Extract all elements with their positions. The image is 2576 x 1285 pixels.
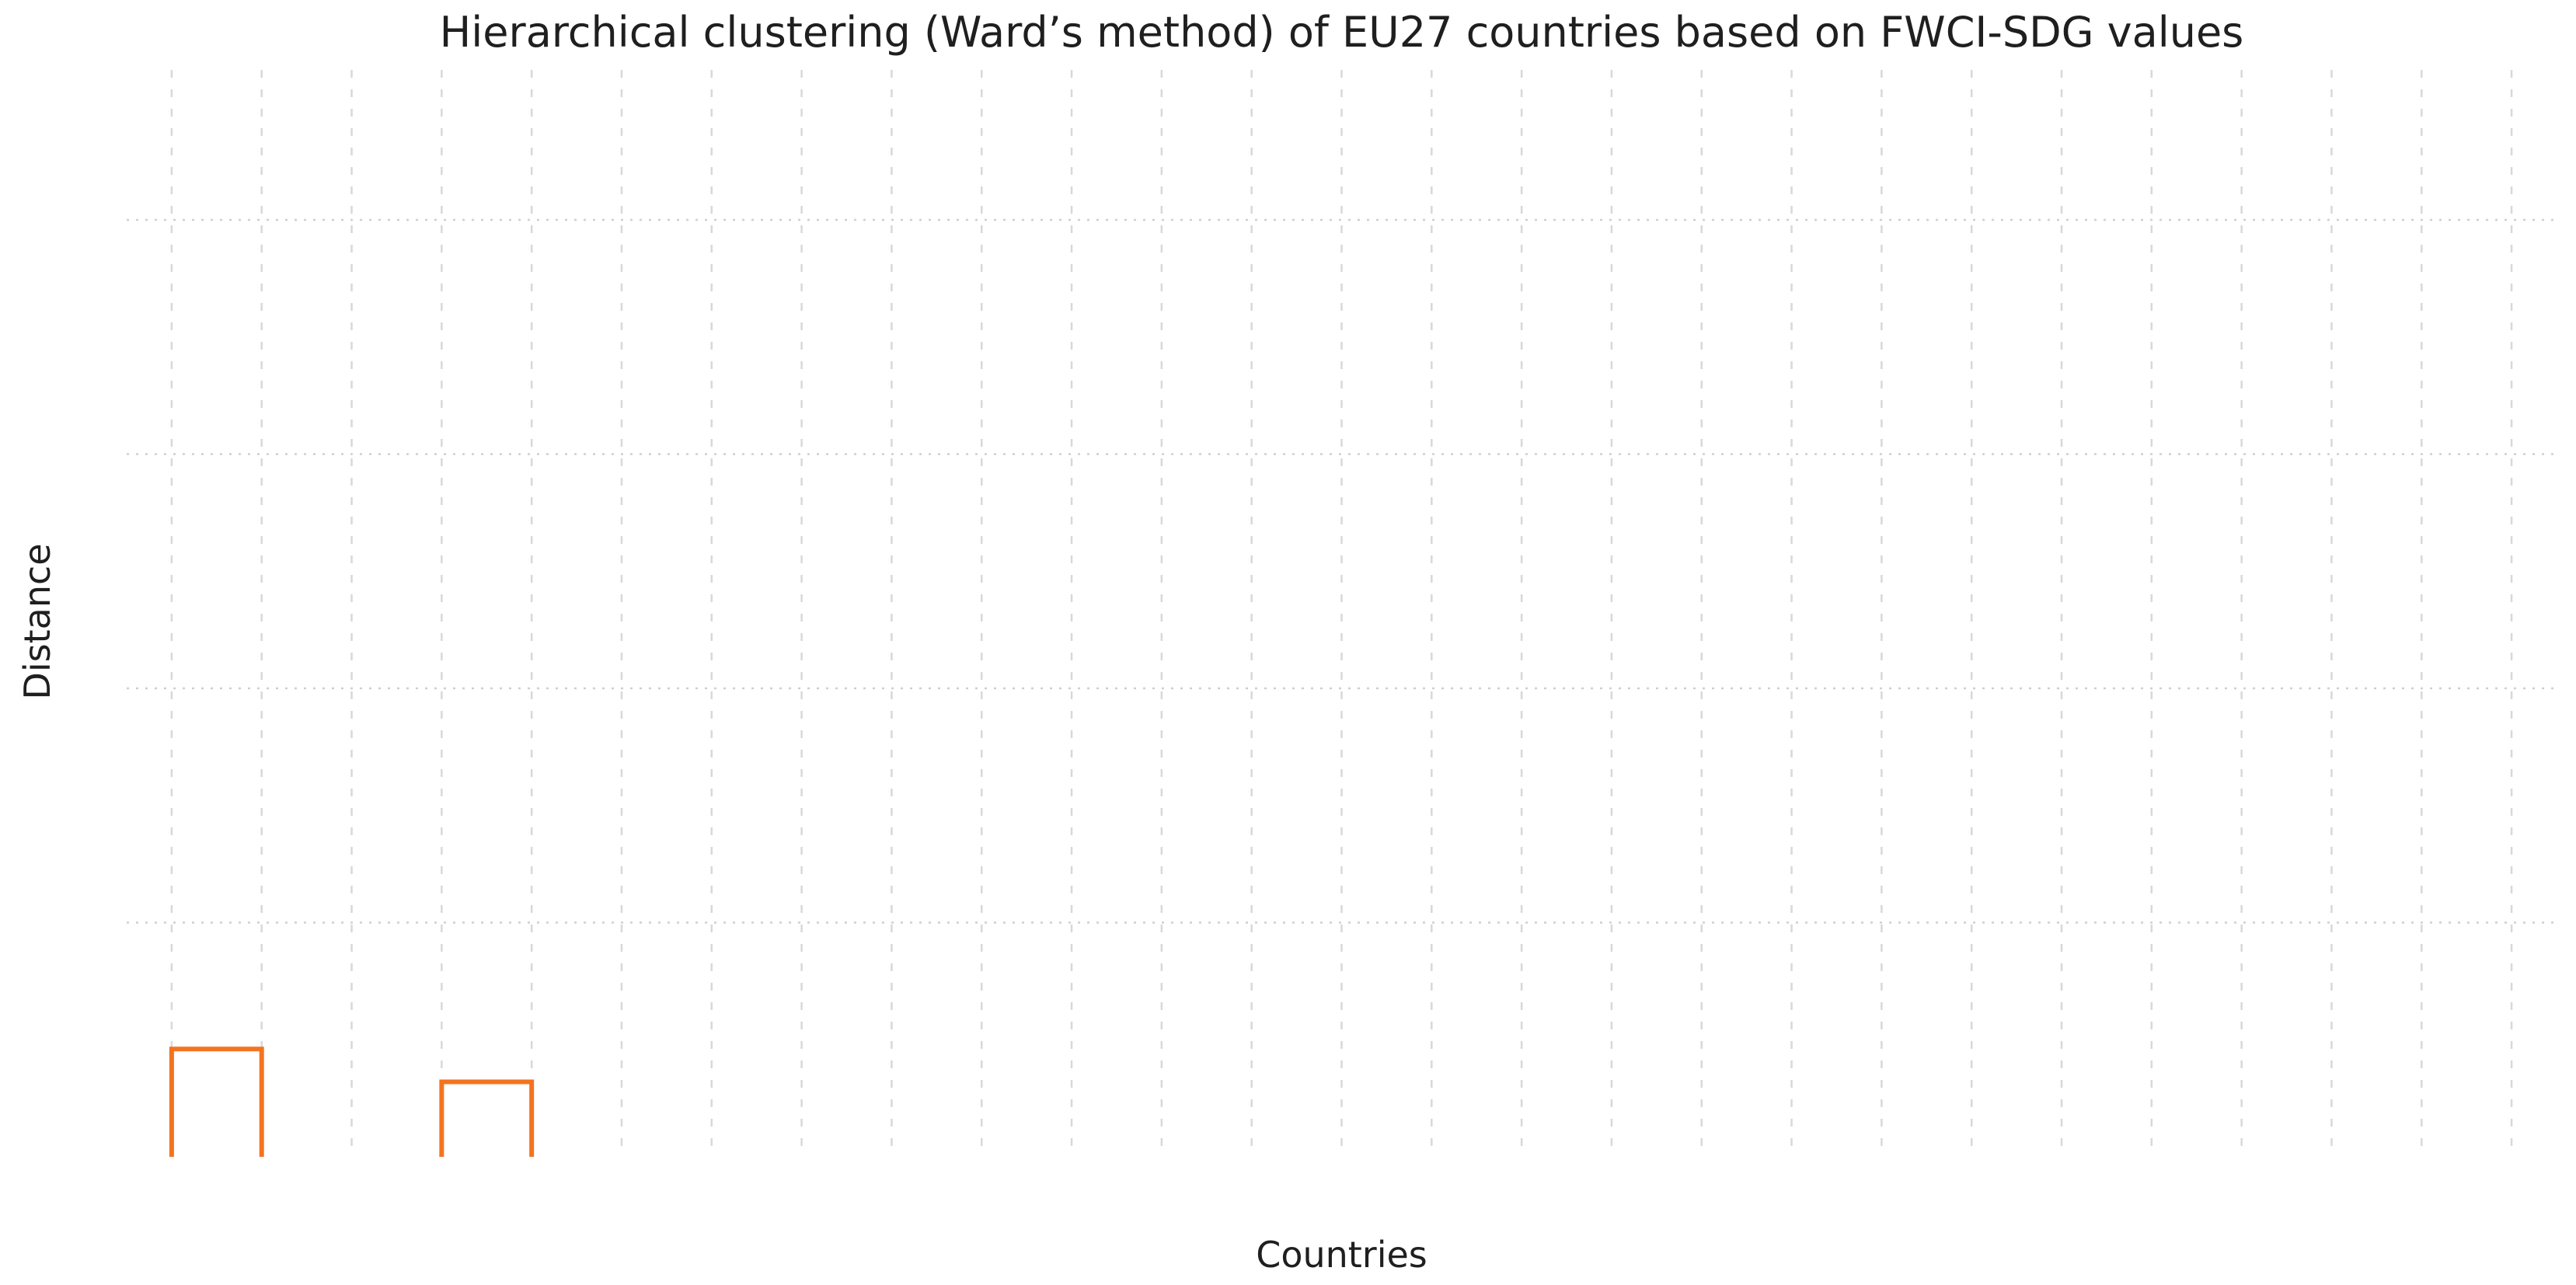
y-axis-label: Distance	[16, 543, 58, 700]
x-axis-label: Countries	[1256, 1234, 1427, 1276]
cluster-link-m1	[439, 1079, 535, 1157]
cluster-link-m2	[169, 1046, 264, 1157]
chart-title: Hierarchical clustering (Ward’s method) …	[439, 8, 2244, 57]
